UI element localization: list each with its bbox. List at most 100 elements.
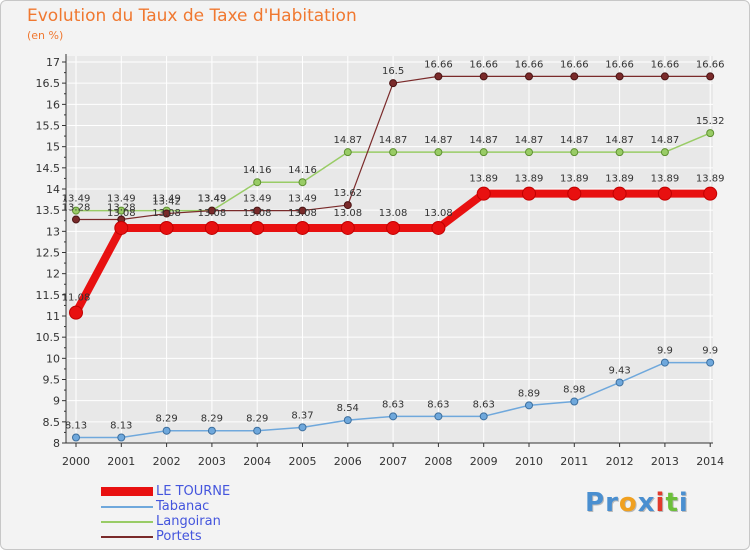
x-tick-label: 2007: [379, 455, 407, 468]
data-label-portets: 13.49: [288, 194, 317, 205]
data-point-langoiran: [117, 206, 126, 215]
y-tick-label: 9.5: [43, 374, 61, 387]
y-tick-label: 12.5: [36, 247, 61, 260]
data-label-tabanac: 8.63: [427, 399, 449, 410]
data-label-tabanac: 8.63: [473, 399, 495, 410]
x-tick-label: 2013: [651, 455, 679, 468]
data-point-tabanac: [72, 433, 80, 442]
y-tick-label: 15: [46, 141, 60, 154]
data-point-tabanac: [389, 412, 398, 421]
data-label-le-tourne: 11.08: [62, 293, 91, 304]
data-point-langoiran: [389, 148, 398, 157]
legend-item-le-tourne: LE TOURNE: [101, 484, 230, 499]
data-label-langoiran: 13.49: [62, 194, 91, 205]
data-label-langoiran: 13.49: [198, 194, 227, 205]
data-label-le-tourne: 13.89: [605, 174, 634, 185]
data-point-portets: [207, 206, 216, 215]
data-label-tabanac: 8.29: [246, 414, 268, 425]
legend-item-tabanac: Tabanac: [101, 499, 230, 514]
data-point-langoiran: [615, 148, 624, 157]
x-tick-label: 2012: [606, 455, 634, 468]
data-point-langoiran: [253, 178, 262, 187]
data-point-tabanac: [660, 358, 669, 367]
plot-area: [66, 56, 713, 443]
data-label-langoiran: 14.87: [560, 135, 589, 146]
y-tick-label: 9: [53, 395, 60, 408]
data-label-le-tourne: 13.08: [243, 208, 272, 219]
data-label-portets: 16.66: [515, 59, 544, 70]
legend-swatch-le-tourne: [101, 487, 153, 496]
data-point-le-tourne: [612, 186, 627, 201]
data-point-portets: [525, 72, 533, 81]
data-point-tabanac: [117, 433, 126, 442]
data-label-portets: 16.66: [560, 59, 589, 70]
y-tick-label: 8.5: [43, 416, 61, 429]
data-label-langoiran: 14.87: [515, 135, 544, 146]
data-label-langoiran: 13.49: [152, 194, 181, 205]
y-tick-label: 10.5: [36, 331, 61, 344]
logo-letter: o: [618, 488, 638, 518]
data-point-portets: [434, 72, 443, 81]
legend-swatch-tabanac: [101, 505, 153, 508]
data-point-le-tourne: [657, 186, 672, 201]
legend-swatch-langoiran: [101, 520, 153, 523]
data-point-le-tourne: [69, 305, 83, 320]
data-point-tabanac: [253, 426, 262, 435]
legend-label-portets: Portets: [156, 529, 202, 544]
data-point-portets: [660, 72, 669, 81]
data-point-langoiran: [706, 129, 715, 138]
data-point-langoiran: [660, 148, 669, 157]
chart-subtitle: (en %): [27, 29, 64, 42]
x-tick-label: 2011: [560, 455, 588, 468]
data-point-tabanac: [615, 378, 624, 387]
y-tick-label: 17: [46, 56, 60, 69]
proxiti-logo: Proxiti: [585, 488, 689, 518]
data-point-langoiran: [343, 148, 352, 157]
x-tick-label: 2014: [696, 455, 724, 468]
data-label-portets: 16.66: [469, 59, 498, 70]
y-tick-label: 14: [46, 183, 60, 196]
data-point-portets: [615, 72, 624, 81]
data-label-langoiran: 14.87: [605, 135, 634, 146]
x-tick-label: 2006: [334, 455, 362, 468]
y-tick-label: 11.5: [36, 289, 61, 302]
data-label-le-tourne: 13.08: [107, 208, 136, 219]
data-label-portets: 16.66: [651, 59, 680, 70]
data-point-portets: [706, 72, 715, 81]
y-tick-label: 10: [46, 352, 60, 365]
data-point-tabanac: [298, 423, 307, 432]
data-label-langoiran: 14.87: [379, 135, 408, 146]
data-point-tabanac: [706, 358, 715, 367]
legend-item-portets: Portets: [101, 529, 230, 544]
data-point-le-tourne: [522, 186, 536, 201]
data-point-le-tourne: [340, 220, 355, 235]
data-point-tabanac: [479, 412, 488, 421]
y-tick-label: 11: [46, 310, 60, 323]
data-point-portets: [343, 201, 352, 210]
data-label-langoiran: 14.87: [469, 135, 498, 146]
data-label-portets: 13.42: [152, 197, 181, 208]
y-tick-label: 13: [46, 225, 60, 238]
data-point-le-tourne: [386, 220, 401, 235]
logo-letter: i: [655, 488, 666, 518]
data-point-portets: [570, 72, 579, 81]
data-point-tabanac: [525, 401, 533, 410]
data-label-langoiran: 13.49: [107, 194, 136, 205]
data-label-le-tourne: 13.08: [288, 208, 317, 219]
data-point-tabanac: [207, 426, 216, 435]
data-label-portets: 13.62: [333, 188, 362, 199]
chart-legend: LE TOURNE Tabanac Langoiran Portets: [101, 484, 230, 544]
data-point-le-tourne: [204, 220, 219, 235]
data-label-langoiran: 14.16: [288, 165, 317, 176]
data-point-portets: [479, 72, 488, 81]
data-point-tabanac: [162, 426, 171, 435]
logo-letter: r: [605, 488, 619, 518]
x-tick-label: 2008: [424, 455, 452, 468]
data-label-tabanac: 8.29: [155, 414, 177, 425]
data-point-langoiran: [72, 206, 80, 215]
data-label-le-tourne: 13.08: [198, 208, 227, 219]
data-label-tabanac: 8.54: [337, 403, 359, 414]
data-point-langoiran: [525, 148, 533, 157]
